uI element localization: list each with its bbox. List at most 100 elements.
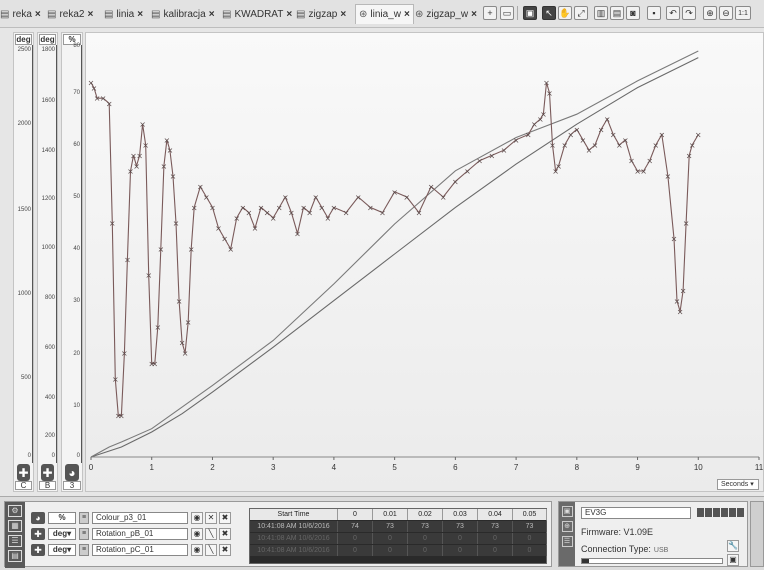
close-icon[interactable]: × (471, 8, 477, 20)
eye-icon[interactable]: ◉ (191, 527, 203, 540)
scale-unit[interactable]: % (63, 34, 81, 45)
data-point: × (282, 193, 289, 202)
scale-b[interactable]: deg 1800 1600 1400 1200 1000 800 600 400… (37, 32, 58, 492)
slash-icon[interactable]: ╲ (205, 527, 217, 540)
close-icon[interactable]: × (403, 9, 410, 20)
brick-icon[interactable]: ▣ (523, 6, 537, 20)
config-button[interactable]: ≡ (79, 511, 89, 524)
slash-icon[interactable]: ╲ (205, 543, 217, 556)
table-header: 0.01 (373, 509, 408, 520)
data-point: × (252, 224, 259, 233)
port-c[interactable]: ✚ C (15, 464, 32, 490)
port-b[interactable]: ✚ B (39, 464, 56, 490)
data-point: × (540, 110, 547, 119)
config-button[interactable]: ≡ (79, 543, 89, 556)
table-cell: 0 (478, 533, 513, 544)
list-icon[interactable]: ☰ (8, 535, 22, 547)
memory-icon[interactable]: ▣ (727, 554, 739, 566)
close-icon[interactable]: ✖ (219, 527, 231, 540)
close-icon[interactable]: × (208, 8, 215, 20)
chart-svg[interactable]: 01234567891011Seconds×××××××××××××××××××… (86, 33, 764, 493)
data-point: × (112, 375, 119, 384)
data-point: × (488, 151, 495, 160)
eye-icon[interactable]: ◉ (191, 543, 203, 556)
graph-area[interactable]: 01234567891011Seconds×××××××××××××××××××… (85, 32, 764, 492)
time-units-select[interactable]: Seconds ▾ (717, 479, 759, 490)
scale-unit[interactable]: deg (15, 34, 32, 45)
unit-select[interactable]: deg▾ (48, 527, 76, 540)
sensor-name-field[interactable]: Colour_p3_01 (92, 511, 188, 524)
port-view-icon[interactable]: ⊕ (561, 521, 573, 532)
unit-select[interactable]: % (48, 511, 76, 524)
data-point: × (188, 245, 195, 254)
port-3[interactable]: ◕ 3 (63, 464, 81, 490)
graph-icon: ▤ (222, 8, 232, 20)
hardware-side-tabs[interactable] (750, 501, 764, 567)
x-icon[interactable]: ✕ (205, 511, 217, 524)
add-tab-icon[interactable]: + (483, 6, 497, 20)
tab-zigzap-w[interactable]: ⊛ zigzap_w × (415, 8, 477, 20)
scale-c[interactable]: deg 2500 2000 1500 1000 500 0 ✚ C (13, 32, 34, 492)
zoom-reset-button[interactable]: 1:1 (735, 6, 751, 20)
tab-reka2[interactable]: ▤ reka2 × (47, 8, 94, 20)
scale-3[interactable]: % 80 70 60 50 40 30 20 10 0 ◕ 3 (61, 32, 83, 492)
close-icon[interactable]: ✖ (219, 511, 231, 524)
sensor-name-field[interactable]: Rotation_pB_01 (92, 527, 188, 540)
close-icon[interactable]: × (34, 8, 41, 20)
gear-icon[interactable]: ⚙ (8, 505, 22, 517)
config-button[interactable]: ≡ (79, 527, 89, 540)
program-icon[interactable]: ▤ (8, 550, 22, 562)
data-point: × (176, 297, 183, 306)
brick-info-icon[interactable]: ▣ (561, 506, 573, 517)
data-point: × (142, 141, 149, 150)
wrench-icon[interactable]: 🔧 (727, 540, 739, 552)
zoom-region-icon[interactable]: ⤢ (574, 6, 588, 20)
data-point: × (686, 151, 693, 160)
available-bricks-icon[interactable]: ☰ (561, 536, 573, 547)
brick-name-field[interactable]: EV3G (581, 507, 691, 519)
data-point: × (391, 188, 398, 197)
tab-reka[interactable]: ▤ reka × (0, 8, 41, 20)
table-cell: 73 (373, 521, 408, 532)
table-cell: 0 (513, 533, 547, 544)
close-icon[interactable]: × (87, 8, 94, 20)
close-icon[interactable]: × (286, 8, 293, 20)
close-icon[interactable]: ✖ (219, 543, 231, 556)
sensor-name-field[interactable]: Rotation_pC_01 (92, 543, 188, 556)
unit-select[interactable]: deg▾ (48, 543, 76, 556)
zoom-out-icon[interactable]: ⊖ (719, 6, 733, 20)
save-icon[interactable]: ▪ (647, 6, 661, 20)
scale-unit[interactable]: deg (39, 34, 56, 45)
page-icon[interactable]: ▭ (500, 6, 514, 20)
tab-kalibracja[interactable]: ▤ kalibracja × (151, 8, 215, 20)
tab-kwadrat[interactable]: ▤ KWADRAT × (222, 8, 293, 20)
data-point: × (191, 203, 198, 212)
table-view-icon[interactable]: ▤ (610, 6, 624, 20)
data-point: × (598, 125, 605, 134)
zoom-in-icon[interactable]: ⊕ (703, 6, 717, 20)
hand-icon[interactable]: ✋ (558, 6, 572, 20)
data-point: × (294, 229, 301, 238)
tab-zigzap[interactable]: ▤ zigzap × (296, 8, 347, 20)
firmware-label: Firmware: V1.09E (581, 527, 654, 537)
data-point: × (355, 193, 362, 202)
prediction-icon[interactable]: ▥ (594, 6, 608, 20)
close-icon[interactable]: × (137, 8, 144, 20)
pointer-icon[interactable]: ↖ (542, 6, 556, 20)
close-icon[interactable]: × (340, 8, 347, 20)
camera-icon[interactable]: ◙ (626, 6, 640, 20)
x-tick-label: 10 (694, 463, 703, 472)
data-point: × (665, 172, 672, 181)
tab-linia[interactable]: ▤ linia × (104, 8, 144, 20)
tab-linia-w[interactable]: ⊛ linia_w × (355, 4, 414, 24)
data-point: × (127, 167, 134, 176)
graph-icon: ▤ (296, 8, 306, 20)
undo-icon[interactable]: ↶ (666, 6, 680, 20)
redo-icon[interactable]: ↷ (682, 6, 696, 20)
eye-icon[interactable]: ◉ (191, 511, 203, 524)
data-table[interactable]: Start Time 0 0.01 0.02 0.03 0.04 0.05 10:41:08 … (249, 508, 547, 564)
table-icon[interactable]: ▦ (8, 520, 22, 532)
data-point: × (221, 235, 228, 244)
graph-icon: ▤ (47, 8, 57, 20)
table-cell: 0 (478, 545, 513, 556)
